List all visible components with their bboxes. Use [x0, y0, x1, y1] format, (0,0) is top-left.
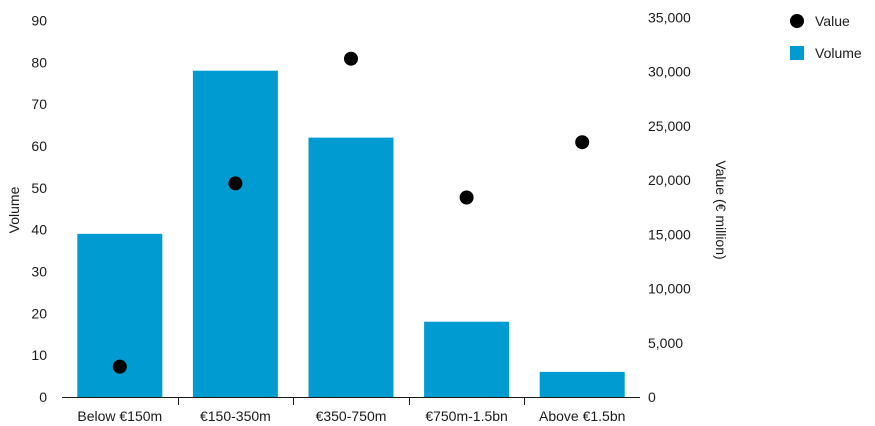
y-tick-label: 10: [31, 347, 47, 363]
bar-2: [192, 70, 278, 397]
y-tick-label: 80: [31, 54, 47, 70]
legend-label: Value: [815, 13, 850, 29]
y-tick-label: 20: [31, 305, 47, 321]
legend: Value Volume: [790, 13, 862, 61]
x-axis: Below €150m €150-350m €350-750m €750m-1.5bn…: [62, 397, 640, 424]
bar-4: [424, 321, 510, 397]
y-tick-label: 60: [31, 138, 47, 154]
x-tick-label: €350-750m: [316, 408, 387, 424]
value-point-1: [112, 359, 127, 374]
legend-volume-marker: [790, 46, 804, 60]
points-layer: [112, 51, 590, 374]
x-tick-label: €750m-1.5bn: [425, 408, 508, 424]
y2-tick-label: 20,000: [648, 172, 691, 188]
y-axis-left: 0 10 20 30 40 50 60 70 80 90: [31, 13, 47, 406]
legend-label: Volume: [815, 45, 862, 61]
y2-tick-label: 30,000: [648, 64, 691, 80]
y2-tick-label: 15,000: [648, 226, 691, 242]
y2-axis-title: Value (€ million): [713, 160, 729, 259]
value-point-4: [459, 190, 474, 205]
value-point-2: [228, 176, 243, 191]
value-point-5: [575, 135, 590, 150]
bars-layer: [77, 70, 625, 397]
bar-5: [539, 371, 625, 397]
x-tick-label: Above €1.5bn: [539, 408, 625, 424]
value-point-3: [344, 51, 358, 66]
x-tick-label: Below €150m: [77, 408, 162, 424]
y2-tick-label: 5,000: [648, 335, 683, 351]
y-tick-label: 90: [31, 13, 47, 29]
x-tick-label: €150-350m: [200, 408, 271, 424]
y-axis-title: Volume: [6, 186, 22, 233]
bar-3: [308, 137, 394, 397]
legend-value-marker: [790, 14, 804, 28]
y2-tick-label: 10,000: [648, 281, 691, 297]
y-axis-right: 0 5,000 10,000 15,000 20,000 25,000 30,000 35,0…: [648, 10, 691, 406]
y-tick-label: 50: [31, 180, 47, 196]
y-tick-label: 0: [39, 389, 47, 405]
y-tick-label: 70: [31, 96, 47, 112]
y-tick-label: 30: [31, 264, 47, 280]
y2-tick-label: 35,000: [648, 10, 691, 26]
y2-tick-label: 0: [648, 389, 656, 405]
y-tick-label: 40: [31, 222, 47, 238]
y2-tick-label: 25,000: [648, 118, 691, 134]
